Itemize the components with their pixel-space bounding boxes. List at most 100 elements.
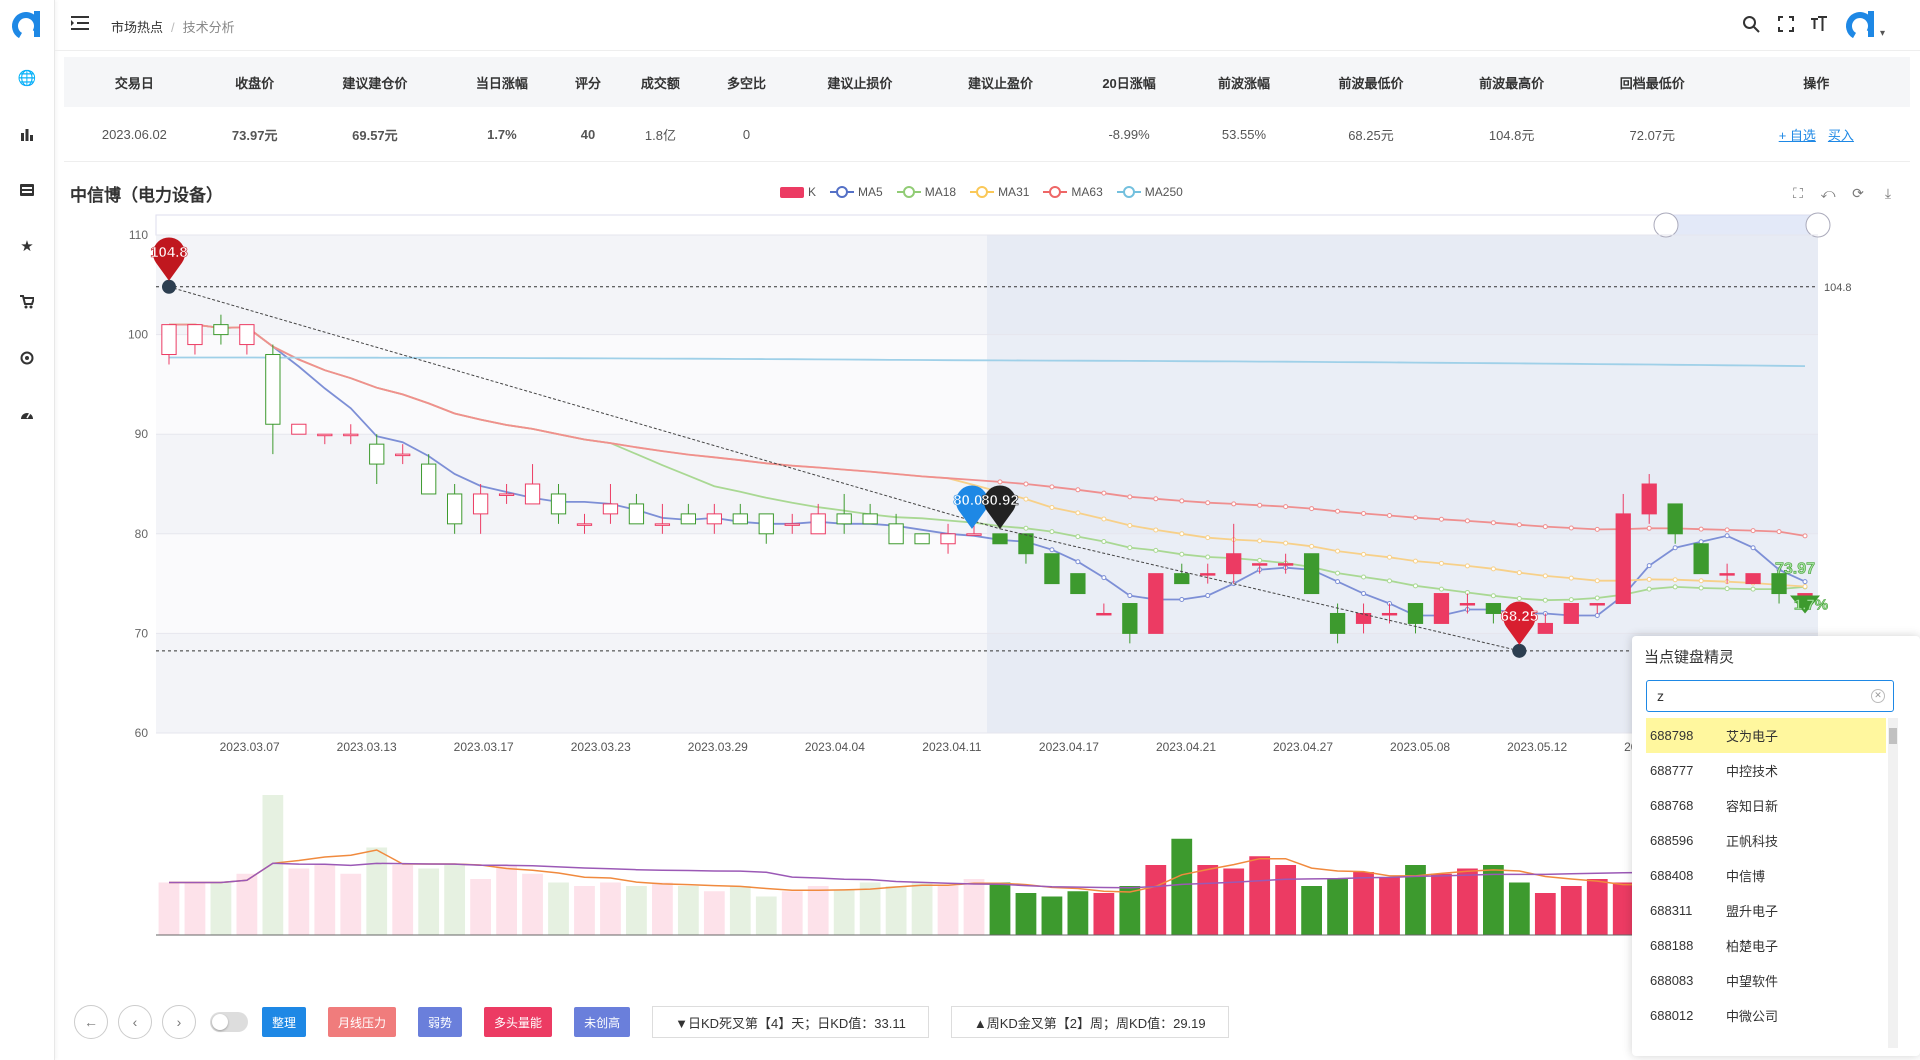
ma-point (1438, 560, 1444, 566)
back-button[interactable]: ← (74, 1005, 108, 1039)
candle (1200, 573, 1216, 576)
save-image-icon[interactable]: ⤓ (1884, 184, 1892, 201)
ma-point (1179, 498, 1185, 504)
legend-item-ma250[interactable]: MA250 (1116, 185, 1183, 199)
ma-point (1412, 558, 1418, 564)
keyboard-wizard-panel: 当点键盘精灵 z ✕ 688798 艾为电子 688777 中控技术 688768 容… (1632, 636, 1920, 1056)
volume-bar (600, 882, 621, 935)
legend-item-ma18[interactable]: MA18 (896, 185, 956, 199)
tag-bull-volume[interactable]: 多头量能 (484, 1007, 553, 1037)
candle (1641, 483, 1657, 515)
ma-point (1646, 586, 1652, 592)
tag-weak[interactable]: 弱势 (418, 1007, 463, 1037)
tag-monthly-pressure[interactable]: 月线压力 (328, 1007, 397, 1037)
high-mark-label: 104.8 (150, 244, 188, 261)
list-item[interactable]: 688777 中控技术 (1650, 763, 1779, 779)
globe-icon[interactable]: 🌐 (17, 70, 37, 87)
zoom-area-icon[interactable]: ⛶ (1793, 184, 1803, 201)
ma-point (1594, 612, 1600, 618)
cell-score: 40 (558, 107, 618, 162)
candle (1719, 573, 1735, 576)
list-item[interactable]: 688798 艾为电子 (1646, 718, 1886, 753)
candle (602, 503, 619, 515)
zoom-reset-icon[interactable]: ⤺ (1820, 184, 1836, 201)
tag-consolidation[interactable]: 整理 (262, 1007, 307, 1037)
list-item[interactable]: 688596 正帆科技 (1650, 833, 1779, 849)
col-header: 多空比 (703, 57, 790, 107)
ma-point (1802, 579, 1808, 585)
datazoom-handle-right (1805, 212, 1831, 238)
ma-point (1516, 596, 1522, 602)
list-item[interactable]: 688188 柏楚电子 (1650, 938, 1779, 954)
next-button[interactable]: › (162, 1005, 196, 1039)
list-scrollbar[interactable] (1888, 718, 1898, 1048)
menu-toggle-icon[interactable] (71, 15, 89, 31)
candle (1615, 513, 1631, 605)
volume-bar (1197, 865, 1219, 935)
table-header-row: 交易日 收盘价 建议建仓价 当日涨幅 评分 成交额 多空比 建议止损价 建议止盈… (64, 57, 1910, 107)
x-tick-label: 2023.05.08 (1390, 740, 1450, 754)
list-item[interactable]: 688083 中望软件 (1650, 973, 1779, 989)
add-watch-link[interactable]: + 自选 (1778, 127, 1816, 143)
ma-point (1335, 570, 1341, 576)
mode-toggle[interactable] (210, 1012, 248, 1032)
fullscreen-icon[interactable] (1776, 14, 1796, 34)
candle (1096, 612, 1112, 616)
legend-item-ma63[interactable]: MA63 (1043, 185, 1103, 199)
candle (1122, 603, 1138, 634)
ma-point (1750, 545, 1756, 551)
ma-point (1646, 525, 1652, 531)
legend-item-ma31[interactable]: MA31 (970, 185, 1029, 199)
stock-title: 中信博（电力设备） (70, 186, 223, 205)
app-logo[interactable] (10, 8, 44, 42)
candle (628, 503, 645, 525)
breadcrumb-home[interactable]: 市场热点 (111, 20, 164, 35)
candle (1355, 612, 1372, 624)
volume-bar (963, 879, 985, 935)
ma-point (1335, 548, 1341, 554)
volume-bar (1327, 879, 1348, 935)
ma-point (1049, 529, 1055, 535)
volume-bar (703, 891, 725, 935)
legend-item-k[interactable]: K (780, 185, 816, 199)
ma-point (1490, 520, 1496, 526)
volume-bar (989, 882, 1011, 935)
candle (472, 493, 489, 515)
list-item[interactable]: 688768 容知日新 (1650, 798, 1779, 814)
cart-icon[interactable] (17, 292, 37, 312)
list-item[interactable]: 688311 盟升电子 (1650, 903, 1779, 919)
clear-input-icon[interactable]: ✕ (1871, 689, 1885, 703)
list-item[interactable]: 688012 中微公司 (1650, 1008, 1779, 1024)
prev-button[interactable]: ‹ (118, 1005, 152, 1039)
star-icon[interactable]: ★ (20, 238, 34, 255)
volume-bar (288, 868, 310, 935)
volume-bar (677, 886, 699, 935)
volume-bar (1093, 893, 1115, 935)
target-icon[interactable] (17, 348, 37, 368)
col-header: 操作 (1722, 57, 1910, 107)
dashboard-icon[interactable] (17, 404, 37, 424)
candle (1070, 573, 1086, 595)
ma-point (1361, 551, 1367, 557)
user-avatar[interactable] (1844, 8, 1878, 42)
buy-link[interactable]: 买入 (1827, 127, 1854, 143)
avatar-dropdown-icon[interactable]: ▾ (1880, 28, 1886, 39)
ma-point (1387, 578, 1393, 584)
legend-item-ma5[interactable]: MA5 (830, 185, 883, 199)
ma-point (1023, 496, 1029, 502)
candle (888, 523, 904, 545)
list-item[interactable]: 688408 中信博 (1650, 868, 1766, 884)
font-size-icon[interactable] (1809, 14, 1829, 34)
col-header: 20日涨幅 (1070, 57, 1188, 107)
keyboard-wizard-input[interactable]: z ✕ (1646, 680, 1894, 712)
ma-point (1490, 566, 1496, 572)
search-icon[interactable] (1741, 14, 1761, 34)
restore-icon[interactable]: ⟳ (1852, 184, 1864, 201)
tag-no-new-high[interactable]: 未创高 (574, 1007, 631, 1037)
low-mark-label: 68.25 (1501, 608, 1539, 625)
mid-right-mark-label: 80.92 (981, 492, 1019, 509)
bar-chart-icon[interactable] (17, 124, 37, 144)
news-icon[interactable] (17, 180, 37, 200)
ma-point (1335, 579, 1341, 585)
